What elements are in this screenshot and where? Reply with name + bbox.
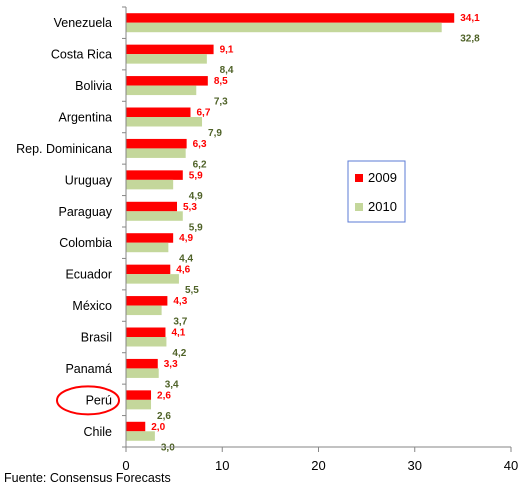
data-label-2010-11: 3,4: [165, 379, 179, 390]
highlight-layer: [56, 385, 120, 416]
x-tick-label-3: 30: [408, 458, 422, 473]
bar-2009-0: [126, 13, 455, 23]
bar-2010-4: [126, 148, 186, 158]
bar-2010-1: [126, 54, 207, 64]
legend-box: [347, 160, 406, 223]
bar-2009-7: [126, 233, 174, 243]
data-label-2009-12: 2,6: [157, 390, 171, 401]
bar-2009-5: [126, 170, 183, 180]
bar-2010-3: [126, 117, 203, 127]
bar-2009-12: [126, 390, 152, 400]
bar-2010-2: [126, 85, 197, 96]
data-label-2010-0: 32,8: [460, 34, 480, 45]
bar-2010-11: [126, 368, 159, 378]
category-label-4: Rep. Dominicana: [16, 142, 112, 156]
bar-2010-12: [126, 399, 152, 410]
category-label-2: Bolivia: [75, 79, 112, 93]
data-label-2010-7: 4,4: [179, 254, 193, 265]
bar-2009-13: [126, 421, 146, 432]
bar-2009-10: [126, 327, 166, 337]
category-label-12: Perú: [86, 393, 112, 407]
data-label-2009-5: 5,9: [189, 170, 203, 181]
category-label-7: Colombia: [59, 236, 112, 250]
bar-2009-9: [126, 296, 168, 306]
category-label-9: México: [72, 299, 112, 313]
bar-2010-13: [126, 431, 155, 441]
bar-2009-4: [126, 138, 187, 149]
category-label-0: Venezuela: [54, 16, 112, 30]
bar-2009-2: [126, 76, 208, 86]
data-labels-layer: 34,132,89,18,48,57,36,77,96,36,25,94,95,…: [151, 13, 480, 453]
data-label-2009-7: 4,9: [179, 233, 193, 244]
data-label-2010-9: 3,7: [173, 317, 187, 328]
data-label-2009-13: 2,0: [151, 422, 165, 433]
data-label-2010-2: 7,3: [214, 97, 228, 108]
data-label-2009-11: 3,3: [164, 359, 178, 370]
legend: 2009 2010: [347, 160, 406, 223]
source-note: Fuente: Consensus Forecasts: [4, 471, 171, 485]
bar-2010-0: [126, 22, 442, 33]
bar-2010-10: [126, 337, 167, 347]
category-label-11: Panamá: [65, 362, 112, 376]
bar-2009-1: [126, 44, 214, 55]
category-label-13: Chile: [84, 425, 113, 439]
category-label-6: Paraguay: [58, 205, 112, 219]
data-label-2010-4: 6,2: [193, 159, 207, 170]
legend-swatch-2010: [355, 203, 363, 211]
data-label-2010-5: 4,9: [189, 191, 203, 202]
data-label-2009-1: 9,1: [220, 45, 234, 56]
bar-2009-8: [126, 264, 171, 275]
data-label-2009-4: 6,3: [193, 139, 207, 150]
data-label-2009-9: 4,3: [173, 296, 187, 307]
bar-2009-6: [126, 201, 178, 212]
legend-label-2009: 2009: [368, 170, 397, 185]
bar-2010-6: [126, 211, 183, 221]
data-label-2010-6: 5,9: [189, 222, 203, 233]
data-label-2010-3: 7,9: [208, 128, 222, 139]
category-label-3: Argentina: [58, 111, 112, 125]
category-label-1: Costa Rica: [51, 48, 112, 62]
legend-swatch-2009: [355, 174, 363, 182]
data-label-2010-10: 4,2: [172, 348, 186, 359]
bar-2010-8: [126, 274, 179, 284]
x-tick-label-4: 40: [504, 458, 518, 473]
data-label-2009-2: 8,5: [214, 76, 228, 87]
bar-2010-7: [126, 242, 169, 253]
legend-label-2010: 2010: [368, 199, 397, 214]
data-label-2010-13: 3,0: [161, 442, 175, 453]
bar-2010-9: [126, 305, 162, 316]
data-label-2010-8: 5,5: [185, 285, 199, 296]
data-label-2009-3: 6,7: [196, 108, 210, 119]
highlight-ellipse: [56, 385, 120, 416]
data-label-2009-6: 5,3: [183, 202, 197, 213]
category-label-8: Ecuador: [65, 268, 112, 282]
bar-2009-11: [126, 358, 158, 369]
bar-2009-3: [126, 107, 191, 117]
x-tick-label-1: 10: [215, 458, 229, 473]
x-tick-label-2: 20: [311, 458, 325, 473]
data-label-2009-10: 4,1: [171, 328, 185, 339]
category-label-5: Uruguay: [65, 173, 113, 187]
data-label-2010-12: 2,6: [157, 411, 171, 422]
data-label-2009-8: 4,6: [176, 265, 190, 276]
y-axis: Venezuela Costa Rica Bolivia Argentina Rep. …: [16, 6, 127, 448]
data-label-2009-0: 34,1: [460, 13, 480, 24]
x-axis: 0 10 20 30 40: [122, 446, 518, 473]
category-label-10: Brasil: [81, 331, 112, 345]
data-label-2010-1: 8,4: [220, 65, 234, 76]
x-tick-label-0: 0: [122, 458, 129, 473]
bars-layer: [126, 13, 455, 441]
bar-2010-5: [126, 179, 174, 190]
